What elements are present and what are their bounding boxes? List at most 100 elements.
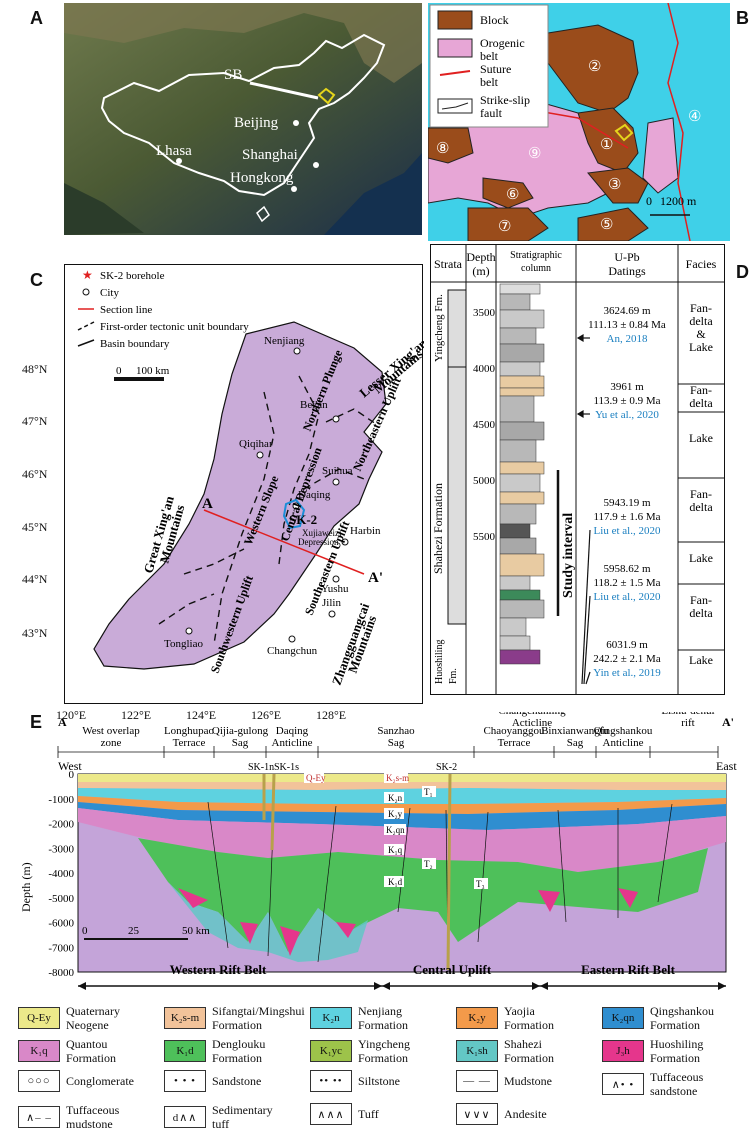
block-1: ① xyxy=(600,137,613,153)
panel-label-c: C xyxy=(30,270,43,290)
legend-label: Tuff xyxy=(358,1107,379,1121)
legend-swatch: K₂qn xyxy=(602,1007,644,1029)
svg-text:Xujiaweizi: Xujiaweizi xyxy=(302,528,342,538)
section-line xyxy=(203,509,365,575)
svg-text:Qiqihar: Qiqihar xyxy=(239,438,273,450)
svg-text:T₃: T₃ xyxy=(476,879,485,889)
legend-item: K₁q Quantou Formation xyxy=(18,1037,116,1065)
legend-swatch: d∧∧ xyxy=(164,1106,206,1128)
legend-swatch: K₁d xyxy=(164,1040,206,1062)
svg-text:Bei'an: Bei'an xyxy=(300,399,328,411)
column-header: Stratigraphic column xyxy=(510,250,562,274)
svg-text:117.9 ± 1.6 Ma: 117.9 ± 1.6 Ma xyxy=(593,511,660,523)
legend-label: Qingshankou Formation xyxy=(650,1004,714,1032)
svg-text:K₂y: K₂y xyxy=(388,809,403,819)
svg-text:K₂s-m: K₂s-m xyxy=(386,773,409,783)
panel-label-e: E xyxy=(30,712,43,732)
svg-text:SK-2: SK-2 xyxy=(436,762,457,773)
legend-label: Quaternary Neogene xyxy=(66,1004,120,1032)
legend-label: Conglomerate xyxy=(66,1074,134,1088)
svg-text:3500: 3500 xyxy=(473,307,496,319)
block-9: ⑨ xyxy=(528,146,541,162)
panel-label-b: B xyxy=(736,8,749,28)
svg-text:113.9 ± 0.9 Ma: 113.9 ± 0.9 Ma xyxy=(593,395,660,407)
structural-unit-label: Chaoyanggou Terrace xyxy=(483,725,545,749)
legend-item: K₂qn Qingshankou Formation xyxy=(602,1004,714,1032)
block-3: ③ xyxy=(608,177,621,193)
svg-text:3961 m: 3961 m xyxy=(610,381,644,393)
legend-swatch: •• •• xyxy=(310,1070,352,1092)
svg-text:SK-1s: SK-1s xyxy=(274,762,299,773)
svg-text:Depth (m): Depth (m) xyxy=(19,862,33,912)
depth-tick: -3000 xyxy=(48,843,74,855)
facies-label: Lake xyxy=(689,431,713,445)
china-outline xyxy=(100,33,386,197)
svg-text:0: 0 xyxy=(646,194,652,208)
basin-outline xyxy=(93,321,387,670)
formation-legend: Q-Ey Quaternary Neogene K₂s-m Sifangtai/Min… xyxy=(18,1004,738,1132)
legend-swatch: ∨∨∨ xyxy=(456,1103,498,1125)
svg-text:Tongliao: Tongliao xyxy=(164,638,203,650)
legend-item: ○○○ Conglomerate xyxy=(18,1070,134,1092)
svg-text:First-order tectonic unit boun: First-order tectonic unit boundary xyxy=(100,321,249,333)
legend-label: Sandstone xyxy=(212,1074,262,1088)
svg-text:118.2 ± 1.5 Ma: 118.2 ± 1.5 Ma xyxy=(593,577,660,589)
facies-label: Lake xyxy=(689,653,713,667)
svg-text:Western Rift Belt: Western Rift Belt xyxy=(170,962,267,977)
label-shanghai: Shanghai xyxy=(242,147,298,163)
panel-label-d: D xyxy=(736,262,749,282)
structural-unit-label: Lishu-dehuirift xyxy=(661,712,714,729)
block-2: ② xyxy=(588,59,601,75)
svg-text:3624.69 m: 3624.69 m xyxy=(603,305,651,317)
svg-text:SK-1n: SK-1n xyxy=(248,762,274,773)
block-7: ⑦ xyxy=(498,219,511,235)
svg-text:Section line: Section line xyxy=(100,304,152,316)
svg-text:0: 0 xyxy=(82,925,88,937)
svg-text:★: ★ xyxy=(82,268,93,282)
stratigraphic-table: Strata Depth (m) Stratigraphic column U-Pb… xyxy=(430,244,725,695)
label-hongkong: Hongkong xyxy=(230,170,294,186)
structural-unit-label: Binxianwangfu Sag xyxy=(541,725,609,749)
depth-tick: -8000 xyxy=(48,967,74,979)
legend-swatch: • • • xyxy=(164,1070,206,1092)
legend-swatch: ∧– – xyxy=(18,1106,60,1128)
legend-label: Andesite xyxy=(504,1107,547,1121)
svg-text:A': A' xyxy=(368,570,383,586)
basin-map: SK-2 A A' ★ SK-2 borehole City Section l… xyxy=(64,264,424,704)
svg-text:K₁q: K₁q xyxy=(388,845,403,855)
depth-tick: -4000 xyxy=(48,868,74,880)
svg-text:111.13 ± 0.84 Ma: 111.13 ± 0.84 Ma xyxy=(588,319,666,331)
depth-tick: -7000 xyxy=(48,942,74,954)
cross-section: West overlap zone Longhupao TerraceQijia-gu… xyxy=(19,712,737,990)
legend-swatch: ∧• • xyxy=(602,1073,644,1095)
legend-label: Huoshiling Formation xyxy=(650,1037,704,1065)
legend-item: K₁d Denglouku Formation xyxy=(164,1037,265,1065)
block-4: ④ xyxy=(688,109,701,125)
svg-text:K₂qn: K₂qn xyxy=(386,825,405,835)
tectonic-map: Block Orogenic belt Suture belt Strike-sli… xyxy=(428,3,730,241)
study-interval: Study interval xyxy=(561,513,576,598)
legend-item: ∧∧∧ Tuff xyxy=(310,1103,379,1125)
svg-text:Depression: Depression xyxy=(298,537,339,547)
structural-unit-label: Qijia-gulong Sag xyxy=(212,725,269,749)
legend-label: Denglouku Formation xyxy=(212,1037,266,1065)
legend-item: ∧– – Tuffaceous mudstone xyxy=(18,1103,119,1131)
svg-text:100 km: 100 km xyxy=(136,365,170,377)
legend-item: J₃h Huoshiling Formation xyxy=(602,1037,703,1065)
legend-orogenic-belt: Orogenic belt xyxy=(480,36,525,63)
legend-label: Yaojia Formation xyxy=(504,1004,554,1032)
svg-text:50 km: 50 km xyxy=(182,925,210,937)
svg-text:5958.62 m: 5958.62 m xyxy=(603,563,651,575)
svg-text:A: A xyxy=(58,715,67,729)
svg-text:242.2 ± 2.1 Ma: 242.2 ± 2.1 Ma xyxy=(593,653,661,665)
svg-text:East: East xyxy=(716,759,737,773)
svg-text:SK-2 borehole: SK-2 borehole xyxy=(100,270,165,282)
legend-swatch: K₂n xyxy=(310,1007,352,1029)
legend-item: ∨∨∨ Andesite xyxy=(456,1103,547,1125)
legend-label: Tuffaceous sandstone xyxy=(650,1070,704,1098)
legend-label: Yingcheng Formation xyxy=(358,1037,410,1065)
svg-text:Yushu: Yushu xyxy=(321,583,349,595)
svg-text:West: West xyxy=(58,759,82,773)
svg-text:Basin boundary: Basin boundary xyxy=(100,338,170,350)
latitude-axis: 48°N 47°N 46°N 45°N 44°N 43°N xyxy=(22,362,48,640)
